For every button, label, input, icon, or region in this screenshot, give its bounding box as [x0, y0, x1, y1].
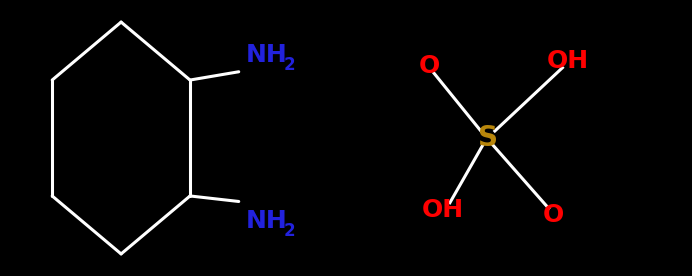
Text: O: O: [543, 203, 564, 227]
Text: 2: 2: [284, 56, 295, 74]
Text: S: S: [478, 124, 498, 152]
Text: NH: NH: [246, 43, 287, 67]
Text: OH: OH: [422, 198, 464, 222]
Text: NH: NH: [246, 209, 287, 233]
Text: 2: 2: [284, 222, 295, 240]
Text: O: O: [419, 54, 439, 78]
Text: OH: OH: [547, 49, 588, 73]
